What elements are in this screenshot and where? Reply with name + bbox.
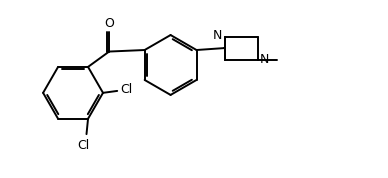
Text: N: N [213,29,223,42]
Text: N: N [260,53,269,66]
Text: Cl: Cl [77,139,89,152]
Text: O: O [104,17,114,30]
Text: Cl: Cl [120,83,133,96]
